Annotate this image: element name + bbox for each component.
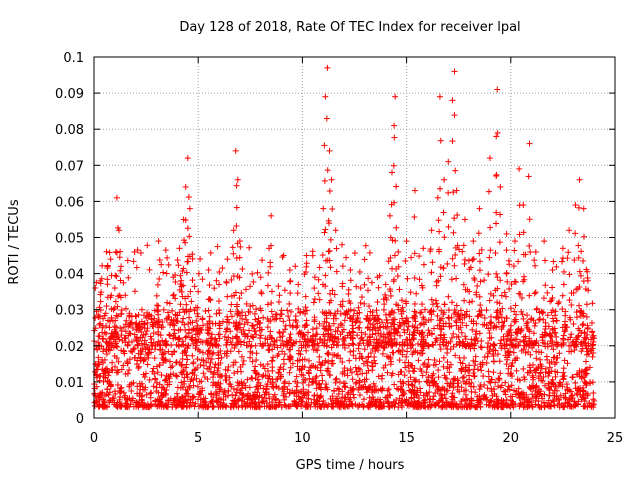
chart-title: Day 128 of 2018, Rate Of TEC Index for r… [179,20,520,35]
y-axis-label: ROTI / TECUs [7,199,22,284]
x-axis-label: GPS time / hours [296,458,405,473]
